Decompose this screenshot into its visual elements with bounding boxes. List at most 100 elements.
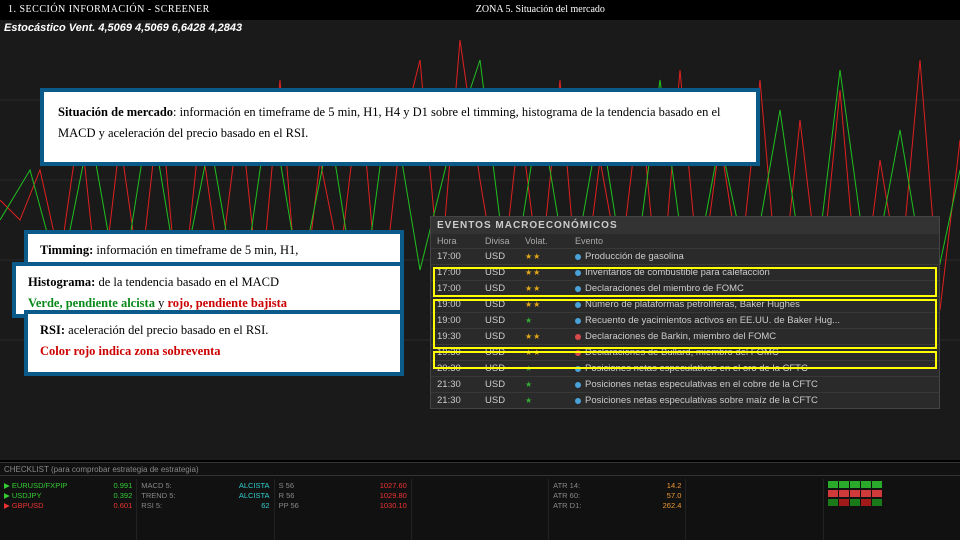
status-separator: [0, 475, 960, 476]
macro-events-panel: EVENTOS MACROECONÓMICOS Hora Divisa Vola…: [430, 216, 940, 409]
cell-divisa: USD: [485, 347, 525, 358]
cell-volat: ★★: [525, 300, 575, 309]
bars-green: [828, 481, 956, 488]
dot-icon: [575, 318, 581, 324]
callout-rsi-text: aceleración del precio basado en el RSI.: [65, 323, 268, 337]
callout-hist-green: Verde, pendiente alcista: [28, 296, 155, 310]
callout-hist-mid: y: [155, 296, 168, 310]
col-divisa: Divisa: [485, 236, 525, 246]
cell-time: 17:00: [437, 251, 485, 262]
macro-row[interactable]: 19:30USD★★Declaraciones de Bullard, miem…: [431, 344, 939, 360]
macro-row[interactable]: 21:30USD★Posiciones netas especulativas …: [431, 376, 939, 392]
status-strip: CHECKLIST (para comprobar estrategia de …: [0, 462, 960, 540]
dot-icon: [575, 270, 581, 276]
cell-divisa: USD: [485, 395, 525, 406]
status-mid-row: TREND 5:ALCISTA: [141, 491, 269, 501]
callout-situacion-title: Situación de mercado: [58, 105, 173, 119]
cell-volat: ★★: [525, 332, 575, 341]
cell-evento: Producción de gasolina: [575, 251, 933, 262]
star-icon: ★: [525, 396, 532, 405]
bars-mix: [828, 499, 956, 506]
star-icon: ★: [525, 316, 532, 325]
dot-icon: [575, 366, 581, 372]
callout-hist-text: de la tendencia basado en el MACD: [95, 275, 279, 289]
callout-situacion: Situación de mercado: información en tim…: [40, 88, 760, 166]
cell-time: 19:30: [437, 347, 485, 358]
status-right-row: ATR D1:262.4: [553, 501, 681, 511]
cell-divisa: USD: [485, 315, 525, 326]
status-right-row: ATR 14:14.2: [553, 481, 681, 491]
cell-divisa: USD: [485, 251, 525, 262]
col-hora: Hora: [437, 236, 485, 246]
col-volat: Volat.: [525, 236, 575, 246]
header-section-left: 1. SECCIÓN INFORMACIÓN - SCREENER: [0, 0, 218, 20]
cell-time: 17:00: [437, 283, 485, 294]
callout-rsi: RSI: aceleración del precio basado en el…: [24, 310, 404, 376]
cell-divisa: USD: [485, 331, 525, 342]
cell-time: 19:30: [437, 331, 485, 342]
macro-row[interactable]: 21:30USD★ Posiciones netas especulativas …: [431, 392, 939, 408]
status-right-row: ATR 60:57.0: [553, 491, 681, 501]
callout-timming-title: Timming:: [40, 243, 93, 257]
cell-evento: Posiciones netas especulativas en el oro…: [575, 363, 933, 374]
star-icon: ★: [525, 348, 532, 357]
cell-volat: ★: [525, 396, 575, 405]
macro-row[interactable]: 19:00USD★Recuento de yacimientos activos…: [431, 312, 939, 328]
macro-row[interactable]: 17:00USD★★Producción de gasolina: [431, 248, 939, 264]
star-icon: ★: [533, 268, 540, 277]
star-icon: ★: [533, 284, 540, 293]
cell-evento: Declaraciones de Barkin, miembro del FOM…: [575, 331, 933, 342]
cell-evento: Posiciones netas especulativas en el cob…: [575, 379, 933, 390]
star-icon: ★: [533, 332, 540, 341]
macro-title: EVENTOS MACROECONÓMICOS: [431, 217, 939, 234]
cell-time: 17:00: [437, 267, 485, 278]
macro-row[interactable]: 17:00USD★★Declaraciones del miembro de F…: [431, 280, 939, 296]
status-mid2-row: PP 561030.10: [279, 501, 407, 511]
star-icon: ★: [533, 300, 540, 309]
cell-divisa: USD: [485, 267, 525, 278]
star-icon: ★: [525, 268, 532, 277]
star-icon: ★: [525, 300, 532, 309]
dot-icon: [575, 334, 581, 340]
macro-row[interactable]: 20:30USD★Posiciones netas especulativas …: [431, 360, 939, 376]
cell-evento: Declaraciones del miembro de FOMC: [575, 283, 933, 294]
star-icon: ★: [525, 380, 532, 389]
macro-rows: 17:00USD★★Producción de gasolina17:00USD…: [431, 248, 939, 408]
status-pair-row: ▶ USDJPY0.392: [4, 491, 132, 501]
status-mid2-row: S 561027.60: [279, 481, 407, 491]
cell-divisa: USD: [485, 299, 525, 310]
status-col-mid2: S 561027.60R 561029.80PP 561030.10: [275, 479, 412, 540]
dot-icon: [575, 350, 581, 356]
cell-volat: ★★: [525, 284, 575, 293]
macro-row[interactable]: 19:30USD★★Declaraciones de Barkin, miemb…: [431, 328, 939, 344]
col-evento: Evento: [575, 236, 933, 246]
cell-evento: Recuento de yacimientos activos en EE.UU…: [575, 315, 933, 326]
cell-time: 21:30: [437, 395, 485, 406]
cell-volat: ★★: [525, 268, 575, 277]
cell-volat: ★: [525, 316, 575, 325]
cell-evento: Posiciones netas especulativas sobre maí…: [575, 395, 933, 406]
dot-icon: [575, 382, 581, 388]
callout-rsi-title: RSI:: [40, 323, 65, 337]
cell-time: 21:30: [437, 379, 485, 390]
status-pair-row: ▶ EURUSD/FXPIP0.991: [4, 481, 132, 491]
cell-evento: Inventarios de combustible para calefacc…: [575, 267, 933, 278]
status-col-mid: MACD 5:ALCISTATREND 5:ALCISTARSI 5:62: [137, 479, 274, 540]
status-col-bars: [824, 479, 960, 540]
status-col-blank1: [412, 479, 549, 540]
status-mid-row: RSI 5:62: [141, 501, 269, 511]
status-col-blank2: [686, 479, 823, 540]
cell-divisa: USD: [485, 363, 525, 374]
cell-volat: ★: [525, 364, 575, 373]
status-col-pairs: ▶ EURUSD/FXPIP0.991▶ USDJPY0.392▶ GBPUSD…: [0, 479, 137, 540]
callout-hist-title: Histograma:: [28, 275, 95, 289]
bars-red: [828, 490, 956, 497]
callout-timming: Timming: información en timeframe de 5 m…: [24, 230, 404, 266]
status-pair-row: ▶ GBPUSD0.601: [4, 501, 132, 511]
callout-hist-red: rojo, pendiente bajista: [167, 296, 287, 310]
macro-row[interactable]: 17:00USD★★Inventarios de combustible par…: [431, 264, 939, 280]
star-icon: ★: [525, 364, 532, 373]
macro-row[interactable]: 19:00USD★★Número de plataformas petrolíf…: [431, 296, 939, 312]
star-icon: ★: [525, 332, 532, 341]
dot-icon: [575, 254, 581, 260]
